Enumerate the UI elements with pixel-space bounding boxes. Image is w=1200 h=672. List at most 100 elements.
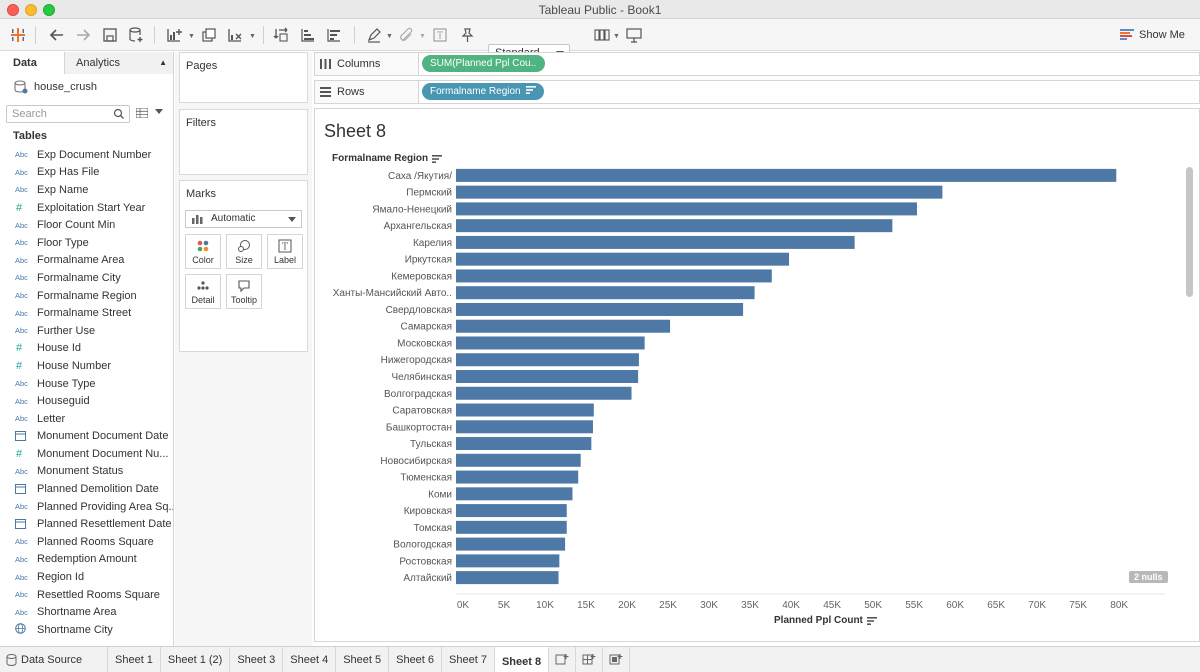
bar[interactable] (456, 420, 593, 434)
category-label[interactable]: Коми (428, 489, 452, 500)
duplicate-sheet-icon[interactable] (198, 25, 220, 45)
field-item[interactable]: # Monument Document Nu... (0, 445, 173, 463)
close-window-button[interactable] (7, 4, 19, 16)
field-item[interactable]: # Exploitation Start Year (0, 199, 173, 217)
category-label[interactable]: Карелия (413, 238, 452, 249)
rows-shelf[interactable]: Rows Formalname Region (314, 80, 1200, 104)
bar[interactable] (456, 487, 573, 501)
bar[interactable] (456, 269, 772, 283)
search-input[interactable]: Search (6, 105, 130, 123)
field-item[interactable]: # House Id (0, 340, 173, 358)
field-item[interactable]: Abc Exp Document Number (0, 146, 173, 164)
sheet-tab[interactable]: Sheet 1 (2) (161, 646, 231, 672)
category-label[interactable]: Новосибирская (380, 455, 452, 467)
tableau-logo-icon[interactable] (7, 25, 29, 45)
bar[interactable] (456, 202, 917, 216)
sheet-tab[interactable]: Sheet 7 (442, 646, 495, 672)
field-item[interactable]: Abc Planned Providing Area Sq... (0, 498, 173, 516)
category-label[interactable]: Московская (397, 338, 452, 349)
label-button[interactable]: T Label (267, 234, 303, 269)
field-item[interactable]: Abc Region Id (0, 568, 173, 586)
pages-card[interactable]: Pages (179, 52, 308, 103)
category-label[interactable]: Саратовская (392, 406, 452, 417)
category-label[interactable]: Ханты-Мансийский Авто.. (333, 288, 452, 299)
view-list-icon[interactable] (136, 108, 148, 118)
field-item[interactable]: Planned Demolition Date (0, 480, 173, 498)
category-label[interactable]: Волгоградская (384, 389, 452, 400)
new-worksheet-button[interactable] (549, 646, 577, 672)
detail-button[interactable]: Detail (185, 274, 221, 309)
datasource-item[interactable]: house_crush (0, 74, 173, 100)
field-item[interactable]: Abc Exp Has File (0, 164, 173, 182)
bar[interactable] (456, 504, 567, 518)
bar[interactable] (456, 185, 943, 199)
undo-icon[interactable] (46, 25, 68, 45)
category-label[interactable]: Томская (414, 523, 452, 534)
field-item[interactable]: Abc Letter (0, 410, 173, 428)
bar[interactable] (456, 219, 893, 233)
category-label[interactable]: Башкортостан (386, 422, 452, 433)
bar[interactable] (456, 302, 744, 316)
bar[interactable] (456, 336, 645, 350)
sort-icon[interactable] (866, 616, 877, 625)
bar[interactable] (456, 453, 581, 467)
new-story-button[interactable] (603, 646, 631, 672)
bar[interactable] (456, 520, 567, 534)
presentation-mode-icon[interactable] (623, 25, 645, 45)
filters-card[interactable]: Filters (179, 109, 308, 175)
save-icon[interactable] (99, 25, 121, 45)
mark-type-dropdown[interactable]: Automatic (185, 210, 302, 228)
color-button[interactable]: Color (185, 234, 221, 269)
field-item[interactable]: Abc Floor Count Min (0, 216, 173, 234)
bar[interactable] (456, 403, 594, 417)
field-item[interactable]: Abc Shortname Area (0, 603, 173, 621)
field-item[interactable]: Abc Redemption Amount (0, 551, 173, 569)
group-members-icon[interactable] (396, 25, 418, 45)
size-button[interactable]: Size (226, 234, 262, 269)
category-label[interactable]: Самарская (401, 322, 452, 333)
tooltip-button[interactable]: Tooltip (226, 274, 262, 309)
field-item[interactable]: Monument Document Date (0, 428, 173, 446)
tab-analytics[interactable]: Analytics ▲ (64, 52, 173, 74)
new-datasource-icon[interactable] (125, 25, 147, 45)
columns-pill[interactable]: SUM(Planned Ppl Cou.. (422, 55, 545, 72)
minimize-window-button[interactable] (25, 4, 37, 16)
show-mark-labels-icon[interactable]: T (429, 25, 451, 45)
tab-data[interactable]: Data (0, 52, 64, 74)
x-axis-title[interactable]: Planned Ppl Count (774, 615, 877, 626)
category-label[interactable]: Кировская (404, 506, 452, 517)
category-label[interactable]: Саха /Якутия/ (388, 171, 452, 182)
category-label[interactable]: Тульская (410, 439, 452, 450)
category-label[interactable]: Челябинская (391, 371, 452, 383)
sort-descending-icon[interactable] (323, 25, 345, 45)
row-header[interactable]: Formalname Region (332, 153, 443, 164)
category-label[interactable]: Кемеровская (391, 271, 452, 282)
rows-pill[interactable]: Formalname Region (422, 83, 545, 100)
field-item[interactable]: Abc Further Use (0, 322, 173, 340)
bar[interactable] (456, 537, 566, 551)
category-label[interactable]: Нижегородская (381, 355, 452, 366)
bar[interactable] (456, 252, 790, 266)
category-label[interactable]: Свердловская (386, 305, 452, 316)
field-item[interactable]: Abc Houseguid (0, 392, 173, 410)
swap-rows-columns-icon[interactable] (270, 25, 292, 45)
category-label[interactable]: Алтайский (403, 573, 452, 584)
sheet-tab[interactable]: Sheet 8 (494, 646, 550, 672)
bar[interactable] (456, 168, 1117, 182)
bar[interactable] (456, 286, 755, 300)
field-item[interactable]: Abc Monument Status (0, 463, 173, 481)
field-item[interactable]: Shortname City (0, 621, 173, 639)
field-item[interactable]: Abc Exp Name (0, 181, 173, 199)
sheet-tab[interactable]: Sheet 3 (230, 646, 284, 672)
field-item[interactable]: Abc Formalname City (0, 269, 173, 287)
vertical-scrollbar[interactable] (1186, 167, 1193, 297)
sheet-title[interactable]: Sheet 8 (324, 121, 387, 141)
new-dashboard-button[interactable] (576, 646, 604, 672)
bar[interactable] (456, 554, 560, 568)
chevron-down-icon[interactable] (155, 109, 163, 114)
bar[interactable] (456, 470, 579, 484)
pin-axes-icon[interactable] (456, 25, 478, 45)
category-label[interactable]: Тюменская (400, 473, 452, 484)
field-item[interactable]: Abc Formalname Region (0, 287, 173, 305)
field-item[interactable]: Abc Floor Type (0, 234, 173, 252)
